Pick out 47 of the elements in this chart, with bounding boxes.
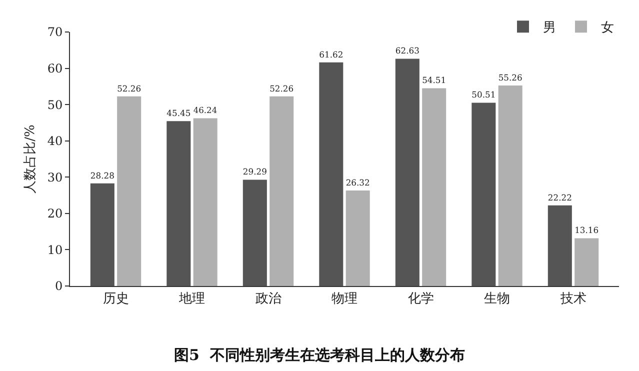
legend-label: 男 [543,20,556,36]
y-tick-label: 40 [47,134,63,148]
legend-label: 女 [601,20,614,36]
data-label: 54.51 [422,75,446,86]
data-label: 61.62 [319,49,344,60]
data-label: 52.26 [117,83,142,94]
bar [574,238,599,286]
x-tick-label: 政治 [255,292,282,307]
x-tick-label: 化学 [408,292,434,307]
y-tick-label: 50 [47,98,63,112]
data-label: 62.63 [395,46,420,56]
y-tick-label: 10 [47,242,63,257]
bar [242,180,267,286]
text: 图5 不同性别考生在选考科目上的人数分布 [174,346,465,364]
data-label: 50.51 [472,90,496,100]
data-label: 29.29 [242,166,267,177]
y-tick-label: 20 [47,206,63,221]
x-tick-label: 物理 [332,292,358,307]
y-axis-title: 人数占比/% [23,124,38,194]
bar [166,121,191,286]
data-label: 55.26 [498,72,522,82]
bar [548,205,572,286]
x-tick-label: 历史 [102,292,129,307]
bar [270,96,294,286]
bar [117,96,142,286]
bar [90,183,114,286]
y-tick-label: 70 [47,25,63,40]
data-label: 46.24 [193,105,218,116]
bar [319,62,344,286]
data-label: 26.32 [346,177,370,188]
x-tick-label: 地理 [178,292,205,307]
bar [498,85,522,286]
data-label: 52.26 [270,83,294,94]
x-tick-label: 技术 [559,292,586,307]
data-label: 22.22 [548,192,572,202]
y-tick-label: 30 [47,170,63,184]
bar [346,190,370,286]
data-label: 13.16 [574,225,599,236]
x-tick-label: 生物 [484,292,510,307]
data-label: 28.28 [90,170,114,180]
bar [193,118,218,286]
y-tick-label: 0 [54,279,63,294]
y-tick-label: 60 [47,61,63,76]
data-label: 45.45 [166,108,191,118]
bar [472,102,496,286]
bar [422,88,446,286]
bar [395,58,420,286]
